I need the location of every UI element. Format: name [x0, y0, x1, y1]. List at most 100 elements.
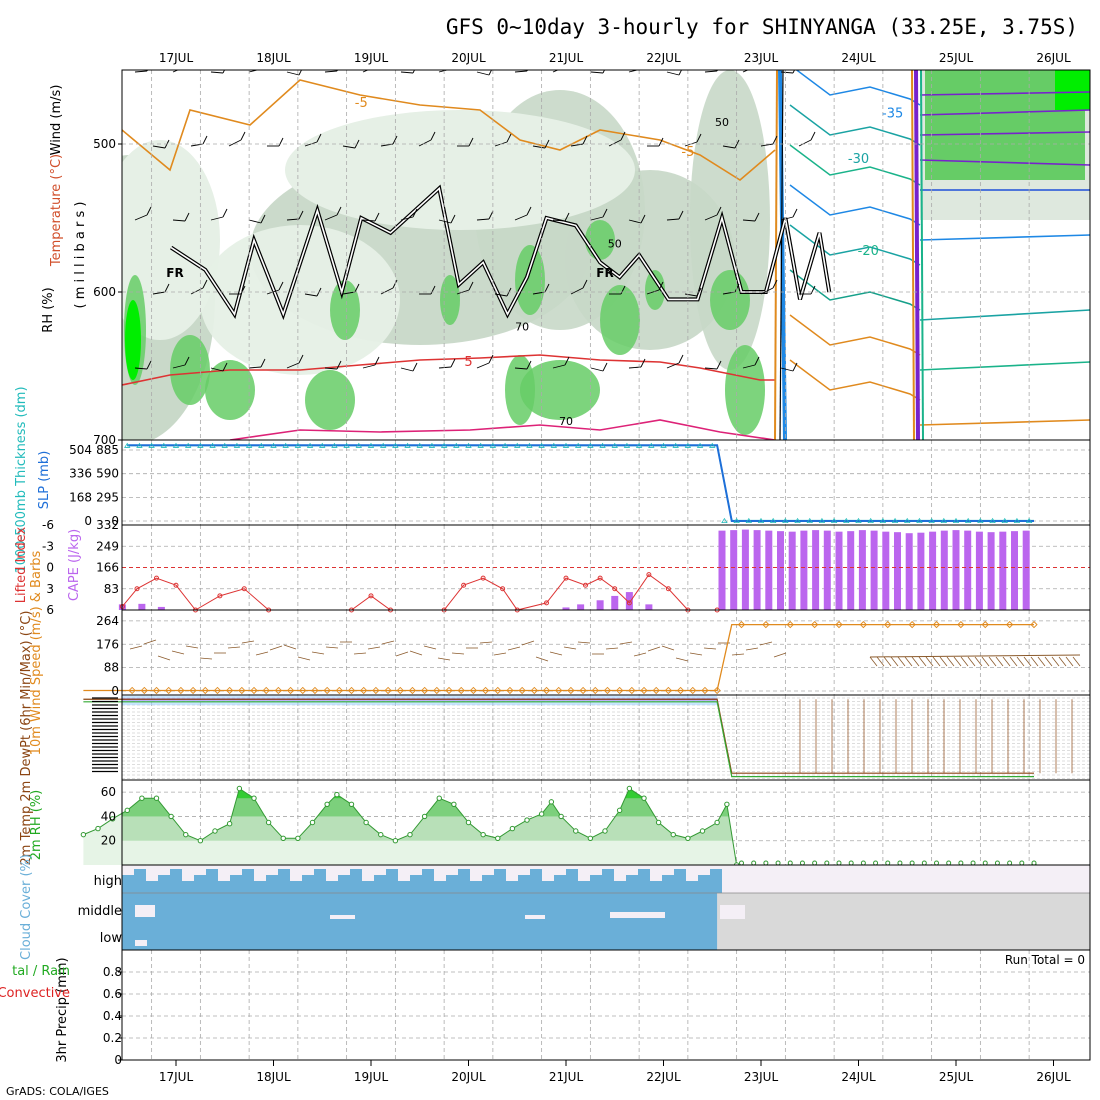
isotherm-line: [229, 419, 776, 440]
wind-barb: [395, 651, 409, 657]
wind-speed-point: [786, 620, 794, 629]
thickness-point: [696, 442, 704, 448]
rh-moist: [205, 360, 255, 420]
cape-bar: [741, 529, 749, 610]
cape-lifted-index-panel: 83 166 249 332 -6 -3 0 3 6 Lifted Index CAPE (J/kg…: [14, 518, 1091, 617]
wind-speed-point: [299, 686, 307, 695]
wind-barb: [570, 287, 584, 295]
thickness-point: [221, 442, 228, 448]
isotherm-label: -30: [848, 152, 869, 167]
wind-barb: [260, 358, 266, 368]
panel-frame: [121, 949, 1091, 1061]
wind-barb: [255, 651, 269, 656]
run-total-label: Run Total = 0: [1005, 953, 1085, 967]
wind-barb: [704, 70, 718, 73]
cape-bar: [765, 530, 773, 610]
lifted-index-point: [217, 593, 223, 599]
thickness-point: [916, 517, 923, 523]
wind-barb: [1051, 656, 1060, 667]
rh2m-band: [122, 788, 1034, 799]
wind-barb: [514, 367, 528, 370]
wind-barb: [590, 71, 604, 74]
thickness-point: [453, 442, 460, 448]
wind-barb: [298, 210, 304, 220]
cloud-high: [650, 881, 662, 893]
cloud-high: [602, 869, 614, 893]
wind-speed-point: [177, 686, 185, 695]
wind-barb: [780, 71, 794, 74]
precip-tick: 0.2: [103, 1031, 122, 1045]
wind-barb: [190, 287, 204, 295]
wind-barb: [696, 133, 702, 143]
cape-bar: [917, 532, 925, 610]
thickness-point: [721, 517, 728, 523]
cape-bar: [718, 530, 726, 610]
cloud-high: [674, 869, 686, 893]
wind-barb: [658, 281, 664, 291]
thickness-tick: 504: [69, 443, 92, 457]
wind-barb: [876, 656, 885, 667]
wind-barb: [172, 219, 186, 222]
wind-speed-point: [408, 686, 417, 695]
rh2m-point: [787, 860, 793, 866]
wind-speed-point: [445, 686, 453, 695]
wind-barb: [661, 645, 675, 651]
thickness-point: [964, 517, 972, 523]
precip-legend-rain: tal / Rain: [12, 964, 70, 979]
cape-bar: [753, 530, 761, 610]
wind-speed-point: [737, 620, 746, 629]
wind-barb: [185, 645, 199, 649]
thickness-point: [343, 442, 350, 448]
rh2m-tick: 20: [101, 834, 116, 848]
temp2m-panel: 2m Temp 2m DewPt (6hr Min/Max) (°C): [19, 611, 1091, 865]
wind-barb: [633, 652, 647, 657]
precip-tick: 0.8: [103, 965, 122, 979]
wind-barb: [689, 652, 703, 656]
wind-barb: [731, 653, 745, 656]
cape-bar: [835, 531, 843, 610]
thickness-point: [794, 517, 801, 523]
bottom-date-label: 25JUL: [939, 1070, 974, 1084]
cape-tick: 83: [104, 582, 119, 596]
wind-barb: [960, 656, 969, 667]
isotherm-line: [779, 70, 784, 440]
thickness-point: [440, 442, 448, 448]
cloud-gap: [135, 940, 147, 946]
rh-moist: [330, 280, 360, 340]
wind-barb: [146, 206, 152, 216]
thickness-point: [782, 517, 789, 523]
wind-barb: [646, 289, 660, 295]
slp-tick: 295: [96, 490, 119, 504]
wind-barb: [602, 362, 608, 372]
cloud-high: [530, 869, 542, 893]
wind-barb: [164, 283, 170, 293]
wind-barb: [129, 645, 143, 650]
wind-barb: [792, 208, 798, 218]
rh2m-point: [324, 801, 330, 807]
cloud-level-label: middle: [78, 904, 122, 919]
wind-barb: [1023, 656, 1032, 667]
thickness-point: [977, 517, 984, 523]
cloud-high: [290, 881, 302, 893]
wind-barb: [286, 362, 300, 369]
rh-moist: [645, 270, 665, 310]
top-date-label: 17JUL: [159, 51, 194, 65]
wind-barb: [514, 70, 528, 73]
rh-moist: [515, 245, 545, 315]
temperature-legend: Temperature (°C): [49, 154, 64, 267]
thickness-point: [331, 442, 338, 448]
precip-tick: 0.4: [103, 1009, 122, 1023]
wind-barb: [967, 656, 976, 667]
rh-moist: [170, 335, 210, 405]
thickness-point: [404, 442, 411, 448]
wind-speed-line: [83, 623, 1034, 692]
cloud-high: [170, 869, 182, 893]
cloud-high: [266, 875, 278, 893]
wind-barb: [549, 651, 563, 656]
cloud-high: [686, 881, 698, 893]
rh2m-point: [602, 828, 608, 834]
cloud-cover-panel: high middle low Cloud Cover (%): [19, 854, 1091, 960]
wind-tick: 176: [96, 637, 119, 651]
cloud-high: [230, 875, 242, 893]
bottom-date-label: 22JUL: [646, 1070, 681, 1084]
